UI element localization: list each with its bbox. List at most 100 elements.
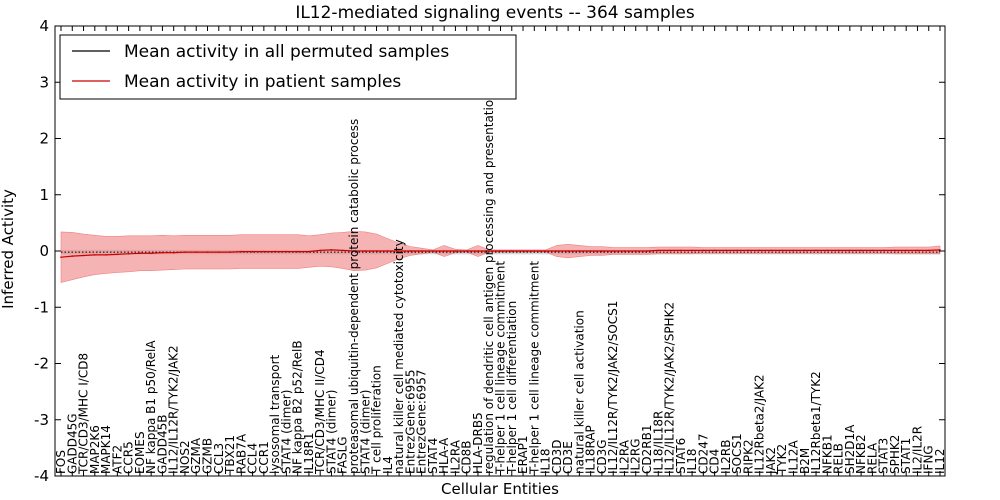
- x-tick-label: IL2/IL2R: [911, 426, 925, 474]
- data-point-patient: [758, 249, 761, 252]
- x-tick-label: RELA: [865, 442, 879, 474]
- x-tick-label: proteasomal ubiquitin-dependent protein …: [347, 119, 361, 474]
- data-point-patient: [308, 250, 310, 253]
- y-tick-label: 4: [39, 17, 49, 35]
- y-tick-label: 0: [39, 242, 49, 260]
- data-point-patient: [837, 249, 840, 252]
- data-point-patient: [713, 249, 716, 252]
- data-point-patient: [353, 250, 355, 252]
- data-point-patient: [274, 250, 276, 253]
- x-tick-label: IL2RG: [629, 439, 643, 475]
- data-point-patient: [725, 249, 727, 252]
- data-point-patient: [589, 250, 592, 252]
- x-tick-label: TCR/CD3/MHC II/CD4: [313, 349, 327, 475]
- y-tick-label: -3: [34, 411, 49, 429]
- x-tick-label: B2M: [798, 448, 812, 474]
- x-tick-label: IL12A: [787, 440, 801, 474]
- data-point-patient: [916, 249, 919, 252]
- data-point-patient: [567, 250, 569, 252]
- data-point-patient: [150, 252, 152, 255]
- x-tick-label: natural killer cell mediated cytotoxicit…: [392, 239, 406, 474]
- x-tick-label: RELB: [832, 443, 846, 474]
- data-point-patient: [668, 249, 671, 252]
- x-tick-label: STAT3: [877, 438, 891, 474]
- data-point-patient: [105, 254, 107, 256]
- data-point-patient: [240, 250, 243, 253]
- data-point-patient: [623, 250, 626, 252]
- x-tick-label: GZMA: [189, 437, 203, 474]
- x-tick-label: T cell proliferation: [370, 365, 384, 475]
- x-tick-label: CCL4: [246, 443, 260, 474]
- data-point-patient: [488, 250, 491, 252]
- x-tick-label: IL12/IL12R/TYK2/JAK2/SPHK2: [663, 302, 677, 474]
- data-point-patient: [939, 249, 941, 251]
- x-tick-label: MAPK14: [99, 425, 113, 474]
- x-tick-label: NOS2: [178, 440, 192, 474]
- x-tick-label: CD2RB1: [640, 425, 654, 474]
- x-tick-label: STAT4 (dimer): [279, 390, 293, 474]
- data-point-patient: [229, 251, 231, 253]
- data-point-patient: [263, 250, 265, 253]
- y-tick-label: -4: [34, 467, 49, 485]
- data-point-patient: [195, 251, 197, 253]
- x-tick-label: lysosomal transport: [268, 354, 282, 474]
- x-tick-label: IL2RA: [618, 439, 632, 474]
- x-tick-label: SOCS1: [730, 433, 744, 474]
- x-tick-label: CCR1: [257, 441, 271, 474]
- y-axis-label: Inferred Activity: [0, 189, 17, 309]
- x-tick-label: EntrezGene:6957: [415, 370, 429, 475]
- x-tick-label: CD4: [708, 449, 722, 474]
- data-point-patient: [511, 250, 513, 252]
- data-point-patient: [60, 256, 62, 259]
- patient-confidence-band: [60, 230, 941, 283]
- data-point-patient: [849, 249, 851, 252]
- chart-title: IL12-mediated signaling events -- 364 sa…: [295, 3, 695, 23]
- data-point-patient: [770, 249, 772, 252]
- x-tick-label: IL2RA: [448, 439, 462, 474]
- x-tick-label: IL18/IL18R: [651, 411, 665, 474]
- data-point-patient: [477, 250, 479, 252]
- x-tick-label: IL18: [539, 449, 553, 475]
- data-point-patient: [871, 249, 874, 252]
- x-tick-label: TBX21: [223, 435, 237, 475]
- x-tick-label: NF kappa B1 p50/RelA: [144, 340, 158, 474]
- data-point-patient: [319, 249, 322, 252]
- data-point-patient: [860, 249, 862, 252]
- data-point-patient: [364, 250, 367, 252]
- x-tick-label: CD3G: [595, 439, 609, 474]
- data-point-patient: [657, 249, 660, 252]
- y-tick-label: 1: [39, 186, 49, 204]
- x-tick-label: CD8B: [460, 441, 474, 475]
- x-tick-label: MAP2K6: [88, 425, 102, 474]
- data-point-patient: [341, 249, 344, 252]
- x-tick-label: regulation of dendritic cell antigen pro…: [482, 92, 496, 474]
- legend: Mean activity in all permuted samples Me…: [59, 34, 517, 100]
- data-point-patient: [894, 249, 896, 252]
- x-tick-label: CD3E: [561, 441, 575, 474]
- data-point-patient: [127, 253, 130, 255]
- data-point-patient: [94, 254, 96, 256]
- legend-label-permuted: Mean activity in all permuted samples: [124, 42, 449, 62]
- x-tick-label: SH2D1A: [843, 424, 857, 474]
- x-tick-label: JAK2: [764, 447, 778, 475]
- x-tick-label: NFKB1: [820, 434, 834, 474]
- data-point-patient: [499, 250, 502, 252]
- axis-ticks: -4 -3 -2 -1 0 1 2 3 4: [34, 17, 945, 485]
- x-tick-label: STAT6: [674, 438, 688, 474]
- x-tick-label: HLA-DRB5: [471, 412, 485, 474]
- x-tick-label: GADD45B: [155, 415, 169, 475]
- data-point-patient: [522, 250, 524, 252]
- x-tick-label: IL12Rbeta2/JAK2: [753, 374, 767, 474]
- data-point-patient: [432, 250, 434, 252]
- x-tick-label: SPHK2: [888, 435, 902, 474]
- data-point-patient: [116, 253, 119, 256]
- data-point-patient: [465, 250, 468, 252]
- x-tick-label: GZMB: [201, 438, 215, 474]
- x-tick-label: IL2RB: [719, 440, 733, 474]
- data-point-patient: [420, 250, 423, 252]
- data-point-patient: [206, 251, 209, 253]
- x-tick-label: TYK2: [775, 444, 789, 475]
- data-point-patient: [612, 250, 614, 252]
- data-point-patient: [882, 249, 885, 252]
